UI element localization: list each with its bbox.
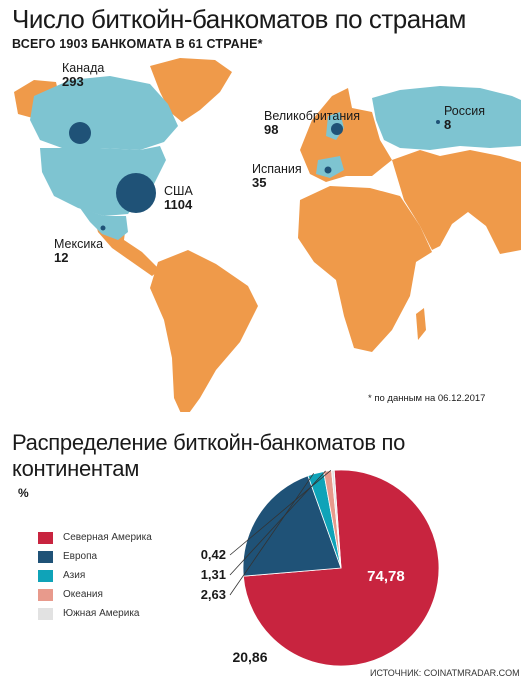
- label-spain: Испания 35: [252, 162, 302, 190]
- label-spain-name: Испания: [252, 162, 302, 176]
- label-usa-name: США: [164, 184, 193, 198]
- pie-leader-3: [229, 470, 326, 576]
- world-map: [14, 58, 521, 412]
- map-footnote: * по данным на 06.12.2017: [368, 393, 486, 404]
- asia-shape: [392, 150, 521, 254]
- legend-item: Южная Америка: [38, 604, 152, 623]
- legend-item: Азия: [38, 566, 152, 585]
- label-canada-name: Канада: [62, 61, 105, 75]
- pie-leader-4: [229, 470, 332, 556]
- label-canada: Канада 293: [62, 61, 104, 89]
- pie-label-3: 1,31: [201, 567, 226, 582]
- legend-item: Океания: [38, 585, 152, 604]
- map-land-highlight: [30, 76, 521, 240]
- label-uk-value: 98: [264, 122, 279, 137]
- legend-swatch: [38, 531, 53, 544]
- subtitle-suffix: СТРАНЕ*: [202, 37, 263, 51]
- legend-label: Азия: [63, 570, 86, 581]
- chart-unit: %: [18, 486, 29, 500]
- label-russia-name: Россия: [444, 104, 485, 118]
- subtitle-countries: 61: [188, 37, 203, 51]
- madagascar-shape: [416, 308, 426, 340]
- legend-item: Северная Америка: [38, 528, 152, 547]
- bubble-mexico: [100, 225, 106, 231]
- label-canada-value: 293: [62, 74, 84, 89]
- russia-shape: [372, 86, 521, 150]
- label-russia: Россия 8: [444, 104, 485, 132]
- legend-swatch: [38, 569, 53, 582]
- label-russia-value: 8: [444, 117, 452, 132]
- bubble-russia: [436, 120, 440, 124]
- greenland-shape: [150, 58, 232, 122]
- label-uk-name: Великобритания: [264, 109, 360, 123]
- pie-leader-2: [229, 473, 315, 596]
- bubble-uk: [331, 123, 343, 135]
- page-subtitle: ВСЕГО 1903 БАНКОМАТА В 61 СТРАНЕ*: [12, 37, 263, 51]
- page-title: Число биткойн-банкоматов по странам: [12, 4, 466, 34]
- pie-label-0: 74,78: [367, 568, 405, 585]
- pie-slice-4: [331, 469, 342, 569]
- legend-label: Северная Америка: [63, 532, 152, 543]
- legend-label: Южная Америка: [63, 608, 140, 619]
- pie-slice-1: [242, 475, 342, 577]
- legend-label: Европа: [63, 551, 98, 562]
- japan-shape: [506, 164, 516, 192]
- label-spain-value: 35: [252, 175, 267, 190]
- africa-shape: [298, 186, 432, 352]
- label-usa-value: 1104: [164, 197, 193, 212]
- pie-label-1: 20,86: [232, 649, 267, 665]
- chart-title: Распределение биткойн-банкоматов по конт…: [12, 430, 406, 481]
- label-mexico-value: 12: [54, 250, 69, 265]
- europe-shape: [300, 88, 392, 182]
- south-america-shape: [150, 250, 258, 412]
- pie-label-4: 0,42: [201, 547, 226, 562]
- spain-shape: [316, 156, 344, 178]
- label-mexico-name: Мексика: [54, 237, 104, 251]
- legend-swatch: [38, 550, 53, 563]
- source-note: ИСТОЧНИК: COINATMRADAR.COM: [370, 668, 520, 678]
- label-mexico: Мексика 12: [54, 237, 103, 265]
- label-usa: США 1104: [164, 184, 193, 212]
- chart-legend: Северная Америка Европа Азия Океания Южн…: [38, 528, 152, 623]
- bubble-usa: [116, 173, 156, 213]
- legend-item: Европа: [38, 547, 152, 566]
- map-bubbles: [69, 120, 440, 231]
- canada-shape: [30, 76, 178, 150]
- legend-label: Океания: [63, 589, 103, 600]
- subtitle-total: 1903: [59, 37, 88, 51]
- mexico-shape: [80, 208, 128, 240]
- legend-swatch: [38, 588, 53, 601]
- pie-label-2: 2,63: [201, 587, 226, 602]
- subtitle-mid: БАНКОМАТА В: [87, 37, 189, 51]
- bubble-canada: [69, 122, 91, 144]
- subtitle-prefix: ВСЕГО: [12, 37, 60, 51]
- bubble-spain: [324, 166, 332, 174]
- label-uk: Великобритания 98: [264, 109, 360, 137]
- legend-swatch: [38, 607, 53, 620]
